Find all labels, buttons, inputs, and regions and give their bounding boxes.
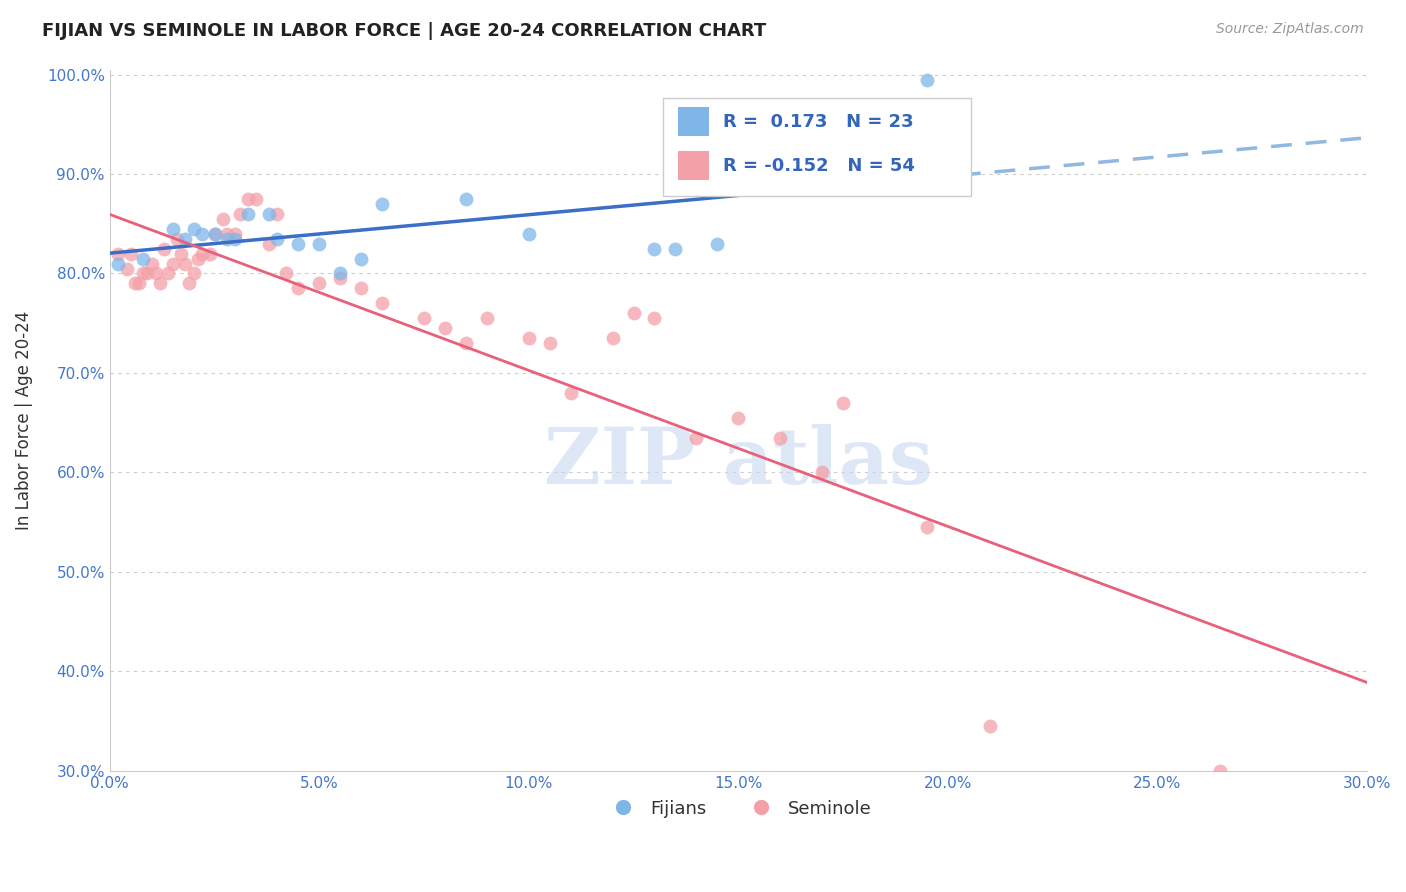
Point (224, 227, 246, 241)
Point (475, 311, 498, 326)
Point (128, 277, 150, 291)
Point (183, 221, 205, 235)
Bar (678, 151, 710, 180)
Point (308, 236, 330, 251)
Point (228, 207, 250, 221)
Point (217, 232, 239, 246)
Point (727, 410, 749, 425)
Point (329, 271, 352, 285)
Point (371, 296, 394, 310)
Bar (662, 98, 970, 196)
Point (811, 466, 834, 480)
Point (236, 207, 259, 221)
Text: R =  0.173   N = 23: R = 0.173 N = 23 (723, 112, 914, 130)
Point (560, 385, 582, 400)
Point (204, 227, 226, 241)
Point (204, 227, 226, 241)
Point (308, 277, 330, 291)
Point (120, 246, 142, 260)
Point (236, 192, 259, 206)
Point (371, 197, 394, 211)
Point (287, 281, 309, 295)
Point (769, 431, 792, 445)
Point (257, 236, 280, 251)
Legend: Fijians, Seminole: Fijians, Seminole (598, 792, 879, 825)
Point (454, 336, 477, 351)
Point (141, 256, 163, 270)
Point (664, 242, 686, 256)
Point (350, 252, 373, 266)
Point (200, 246, 222, 260)
Bar (678, 107, 710, 136)
Point (915, 520, 938, 534)
Point (107, 256, 129, 270)
Point (413, 311, 436, 326)
Point (643, 242, 665, 256)
Point (915, 72, 938, 87)
Point (1209, 764, 1232, 778)
Point (183, 267, 205, 281)
Point (115, 261, 138, 276)
Point (162, 256, 184, 270)
Point (685, 431, 707, 445)
Point (623, 306, 645, 320)
Y-axis label: In Labor Force | Age 20-24: In Labor Force | Age 20-24 (15, 310, 32, 530)
Point (212, 211, 235, 226)
Point (107, 246, 129, 260)
Point (191, 246, 214, 260)
Point (174, 232, 197, 246)
Point (132, 252, 155, 266)
Point (329, 267, 352, 281)
Point (350, 281, 373, 295)
Point (538, 336, 561, 351)
Point (602, 331, 624, 345)
Text: Source: ZipAtlas.com: Source: ZipAtlas.com (1216, 22, 1364, 37)
Point (454, 192, 477, 206)
Point (191, 227, 214, 241)
Point (643, 311, 665, 326)
Point (266, 207, 288, 221)
Point (266, 232, 288, 246)
Point (145, 267, 167, 281)
Point (187, 252, 209, 266)
Point (224, 232, 246, 246)
Point (287, 236, 309, 251)
Point (162, 221, 184, 235)
Point (517, 331, 540, 345)
Point (433, 321, 456, 335)
Point (979, 719, 1001, 733)
Point (170, 246, 193, 260)
Text: FIJIAN VS SEMINOLE IN LABOR FORCE | AGE 20-24 CORRELATION CHART: FIJIAN VS SEMINOLE IN LABOR FORCE | AGE … (42, 22, 766, 40)
Point (245, 192, 267, 206)
Point (136, 267, 159, 281)
Point (274, 267, 297, 281)
Point (132, 267, 155, 281)
Point (124, 277, 146, 291)
Point (257, 207, 280, 221)
Text: R = -0.152   N = 54: R = -0.152 N = 54 (723, 157, 915, 175)
Point (517, 227, 540, 241)
Point (157, 267, 180, 281)
Point (153, 242, 176, 256)
Text: ZIP atlas: ZIP atlas (544, 425, 932, 500)
Point (179, 277, 201, 291)
Point (832, 396, 855, 410)
Point (706, 236, 728, 251)
Point (174, 256, 197, 270)
Point (217, 227, 239, 241)
Point (149, 277, 172, 291)
Point (166, 232, 188, 246)
